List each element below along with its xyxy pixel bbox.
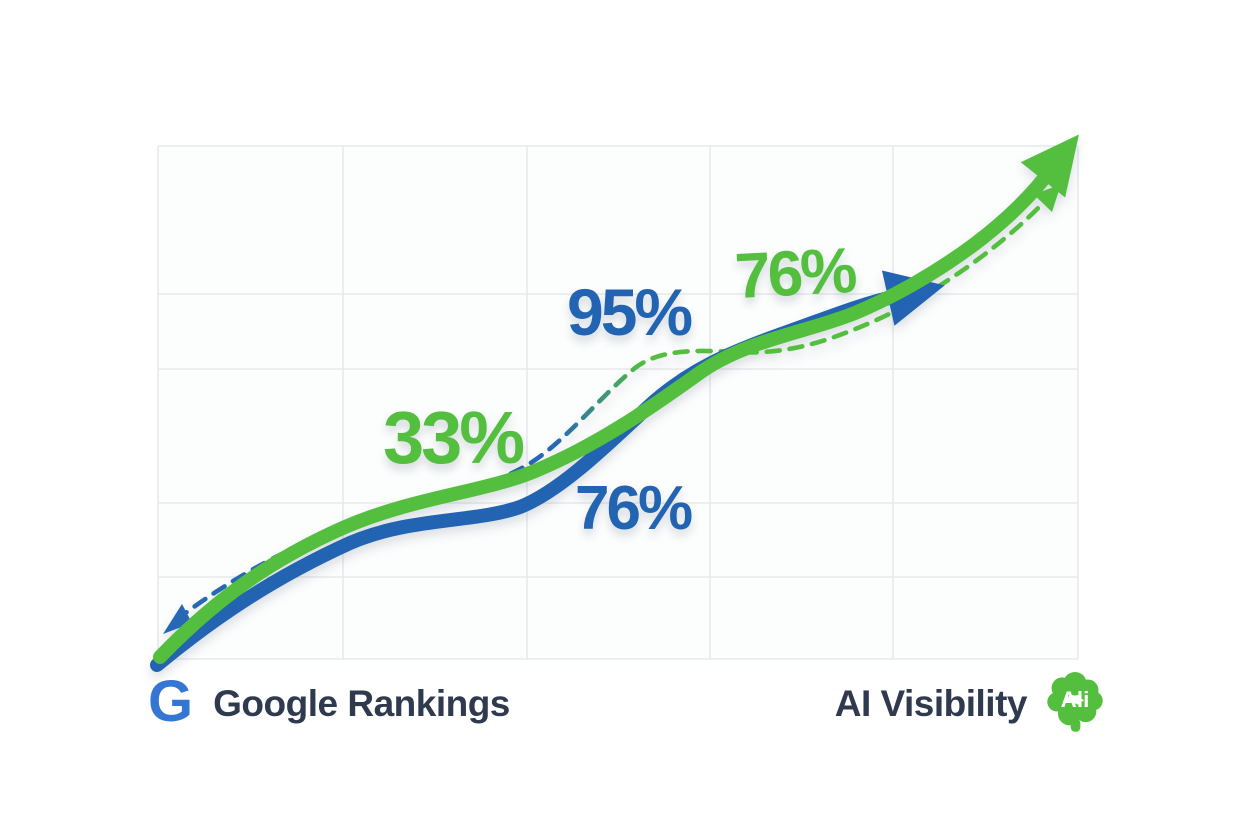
gridlines: [157, 145, 1079, 660]
plot-area: [158, 146, 1078, 659]
legend: G Google Rankings AI Visibility: [148, 670, 1105, 738]
ai-visibility-line: [153, 134, 1079, 664]
projection-start-arrow-icon: [163, 604, 192, 634]
annotation-76-percent-green: 76%: [733, 233, 856, 313]
legend-google-rankings: G Google Rankings: [148, 669, 510, 734]
legend-ai-visibility: AI Visibility Ali: [835, 672, 1105, 736]
annotation-95-percent: 95%: [567, 275, 693, 349]
annotation-76-percent-blue: 76%: [575, 474, 693, 543]
ai-brain-icon-text: Ali: [1061, 687, 1090, 712]
ai-brain-icon: Ali: [1045, 672, 1105, 736]
google-g-icon: G: [148, 669, 194, 734]
legend-ai-label: AI Visibility: [834, 683, 1028, 724]
annotation-33-percent: 33%: [383, 396, 525, 479]
legend-google-label: Google Rankings: [213, 683, 510, 724]
